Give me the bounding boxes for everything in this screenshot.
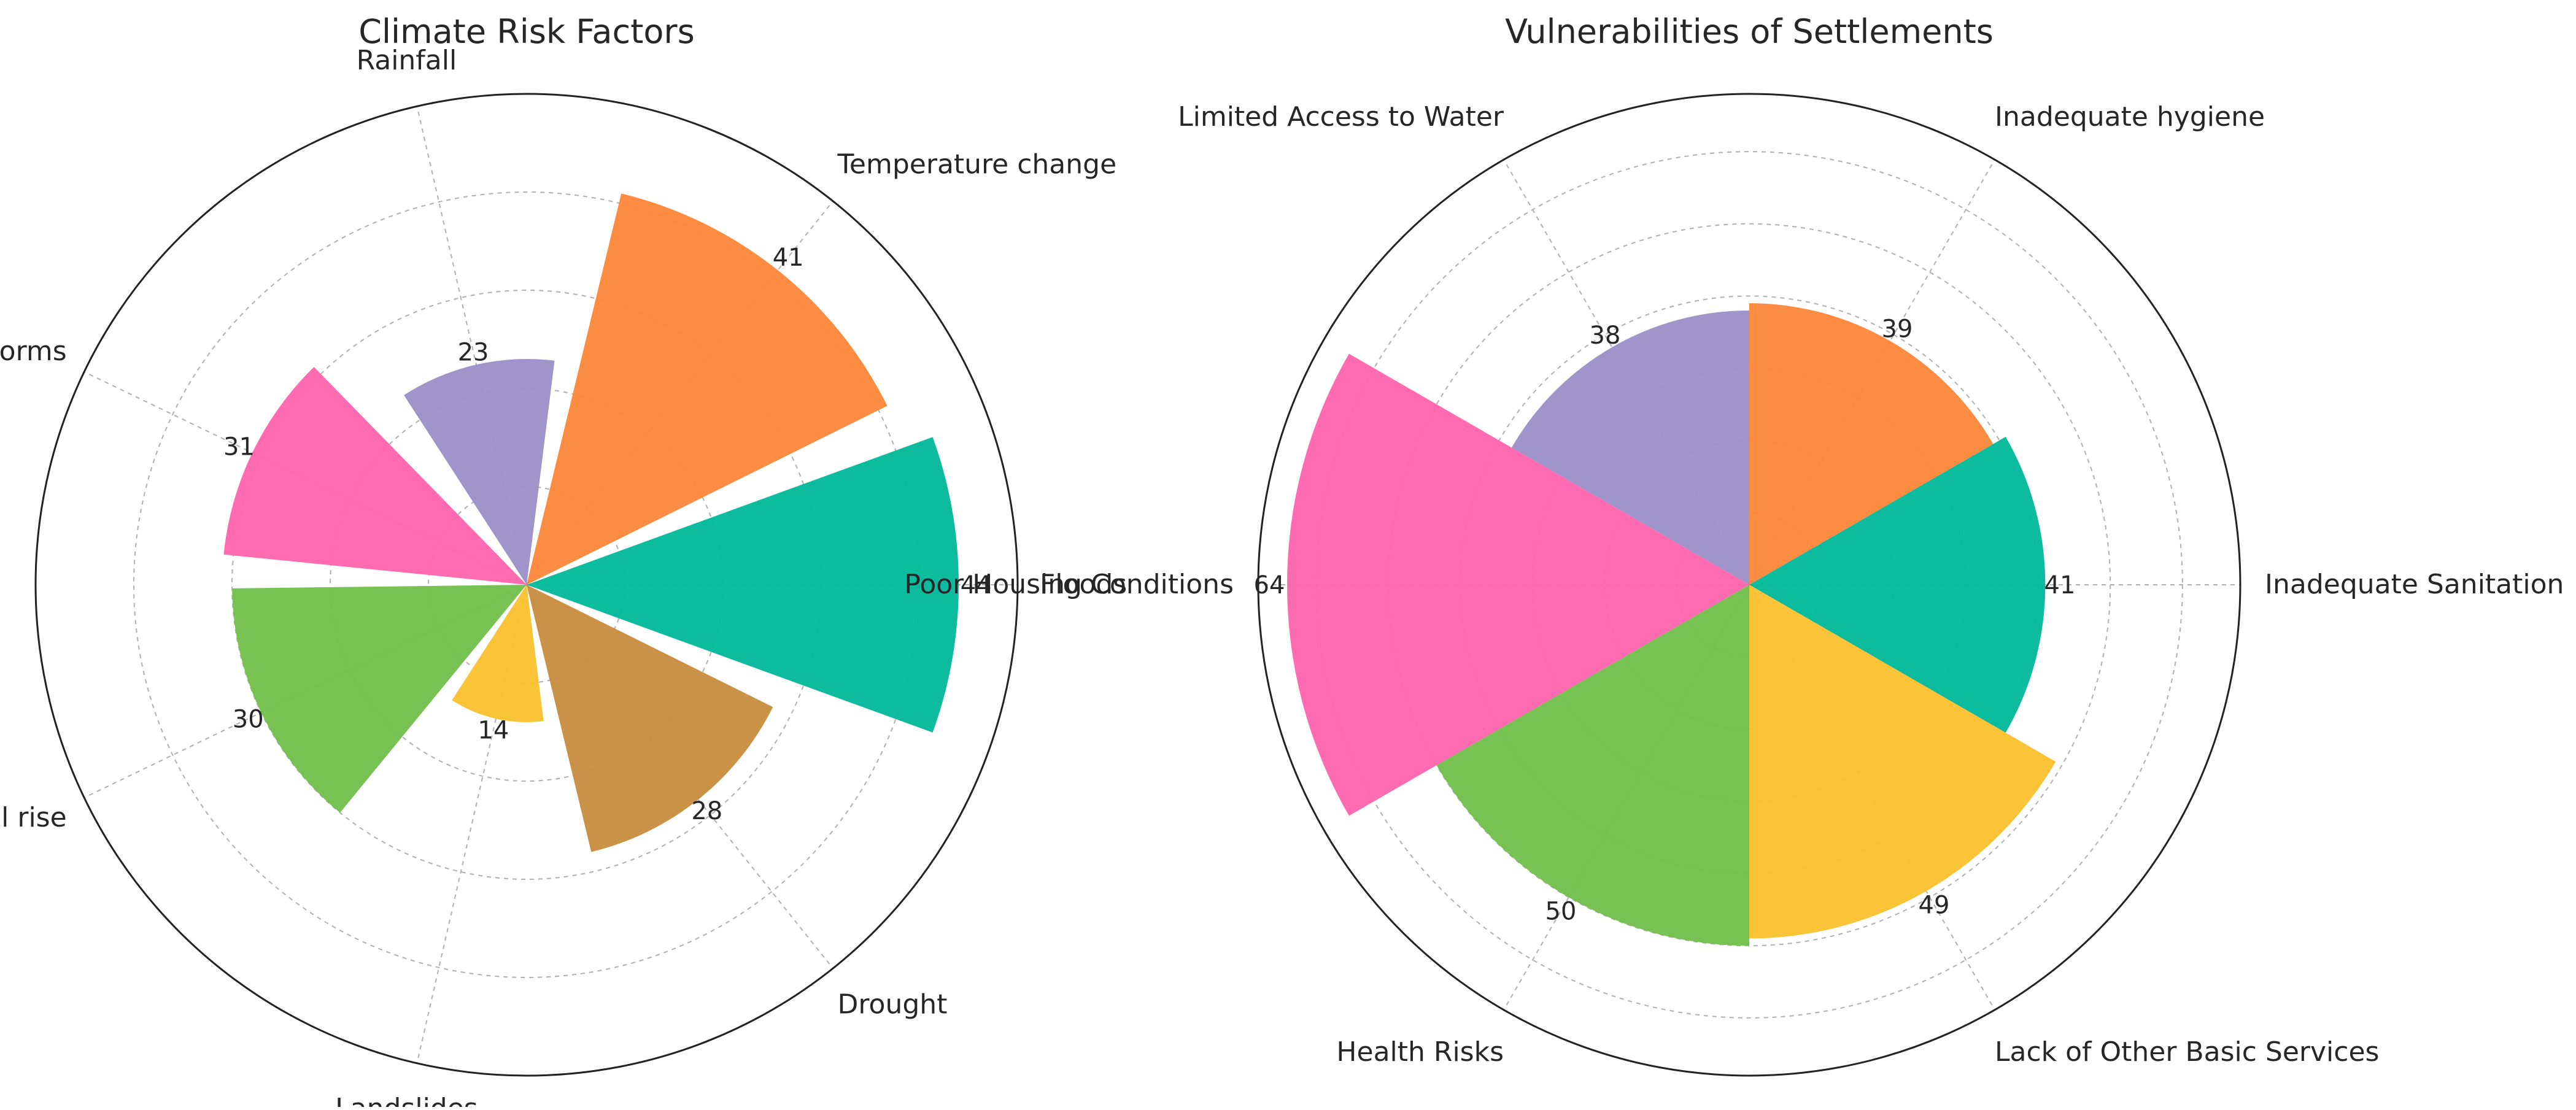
category-label-drought: Drought bbox=[838, 989, 948, 1020]
polar-chart-settlement-vulnerabilities: Vulnerabilities of Settlements 41 39 38 64 5… bbox=[904, 12, 2564, 1077]
bar-floods bbox=[527, 437, 959, 733]
bar-sea-level-rise bbox=[232, 585, 527, 813]
category-label-landslides: Landslides bbox=[335, 1093, 478, 1107]
polar-outer-frame bbox=[34, 93, 1019, 1077]
category-label-sea-level-rise: Sea level rise bbox=[0, 802, 67, 833]
value-label-temperature-change: 41 bbox=[773, 244, 804, 272]
polar-outer-frame bbox=[1257, 93, 2241, 1077]
value-label-landslides: 14 bbox=[478, 716, 509, 744]
bar-inadequate-sanitation bbox=[1749, 436, 2046, 733]
value-label-drought: 28 bbox=[691, 797, 722, 825]
bar-health-risks bbox=[1436, 585, 1749, 946]
bar-inadequate-hygiene bbox=[1749, 303, 1994, 585]
value-label-inadequate-hygiene: 39 bbox=[1882, 315, 1913, 344]
value-label-sea-level-rise: 30 bbox=[233, 705, 264, 733]
category-label-floods: Floods bbox=[1040, 569, 1127, 600]
category-label-limited-access-to-water: Limited Access to Water bbox=[1178, 101, 1504, 133]
category-label-storms: Storms bbox=[0, 336, 67, 367]
bar-rainfall bbox=[404, 359, 555, 585]
chart-title: Climate Risk Factors bbox=[358, 12, 695, 51]
bar-landslides bbox=[452, 585, 544, 722]
category-label-poor-housing-conditions: Poor Housing Conditions bbox=[904, 569, 1234, 600]
category-label-rainfall: Rainfall bbox=[357, 45, 457, 76]
category-label-inadequate-sanitation: Inadequate Sanitation bbox=[2265, 569, 2564, 600]
category-label-health-risks: Health Risks bbox=[1336, 1036, 1504, 1068]
bar-lack-of-other-basic-services bbox=[1749, 585, 2056, 939]
value-label-storms: 31 bbox=[223, 433, 255, 461]
bar-storms bbox=[223, 367, 527, 585]
category-label-temperature-change: Temperature change bbox=[837, 148, 1117, 180]
bar-poor-housing-conditions bbox=[1287, 353, 1749, 816]
value-label-lack-of-other-basic-services: 49 bbox=[1919, 891, 1950, 919]
value-label-limited-access-to-water: 38 bbox=[1590, 322, 1621, 350]
value-label-floods: 44 bbox=[961, 571, 992, 599]
value-label-poor-housing-conditions: 64 bbox=[1254, 571, 1285, 599]
value-label-health-risks: 50 bbox=[1545, 898, 1577, 926]
category-label-lack-of-other-basic-services: Lack of Other Basic Services bbox=[1995, 1036, 2379, 1068]
bar-drought bbox=[527, 585, 773, 852]
value-label-inadequate-sanitation: 41 bbox=[2044, 571, 2076, 599]
bar-limited-access-to-water bbox=[1511, 310, 1749, 585]
chart-title: Vulnerabilities of Settlements bbox=[1505, 12, 1994, 51]
polar-chart-climate-risk: Climate Risk Factors 44 41 23 31 30 14 28 Flood… bbox=[0, 12, 1127, 1110]
category-label-inadequate-hygiene: Inadequate hygiene bbox=[1995, 101, 2265, 133]
grid-ring bbox=[1387, 223, 2111, 947]
bar-temperature-change bbox=[527, 193, 888, 585]
value-label-rainfall: 23 bbox=[458, 338, 489, 366]
